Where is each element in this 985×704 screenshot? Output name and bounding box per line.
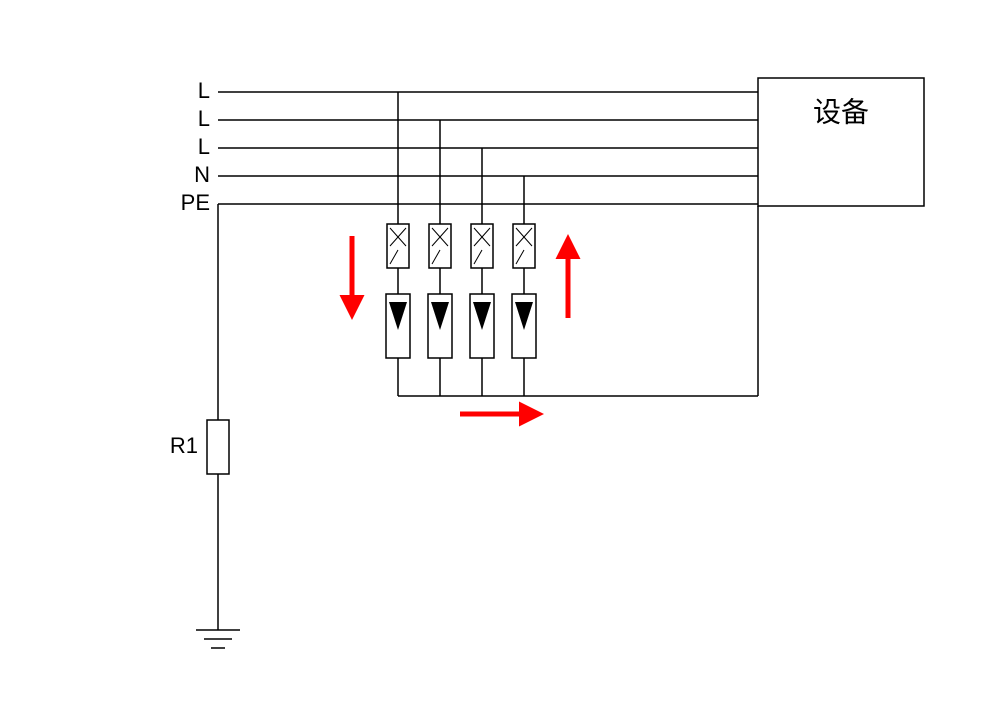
wire-label-N: N: [194, 162, 210, 187]
wire-label-L: L: [198, 134, 210, 159]
r1-label: R1: [170, 433, 198, 458]
resistor-r1: [207, 420, 229, 474]
wire-label-L: L: [198, 78, 210, 103]
equipment-label: 设备: [813, 96, 869, 127]
wire-label-L: L: [198, 106, 210, 131]
circuit-diagram: 设备LLLNPER1: [0, 0, 985, 704]
wire-label-PE: PE: [181, 190, 210, 215]
